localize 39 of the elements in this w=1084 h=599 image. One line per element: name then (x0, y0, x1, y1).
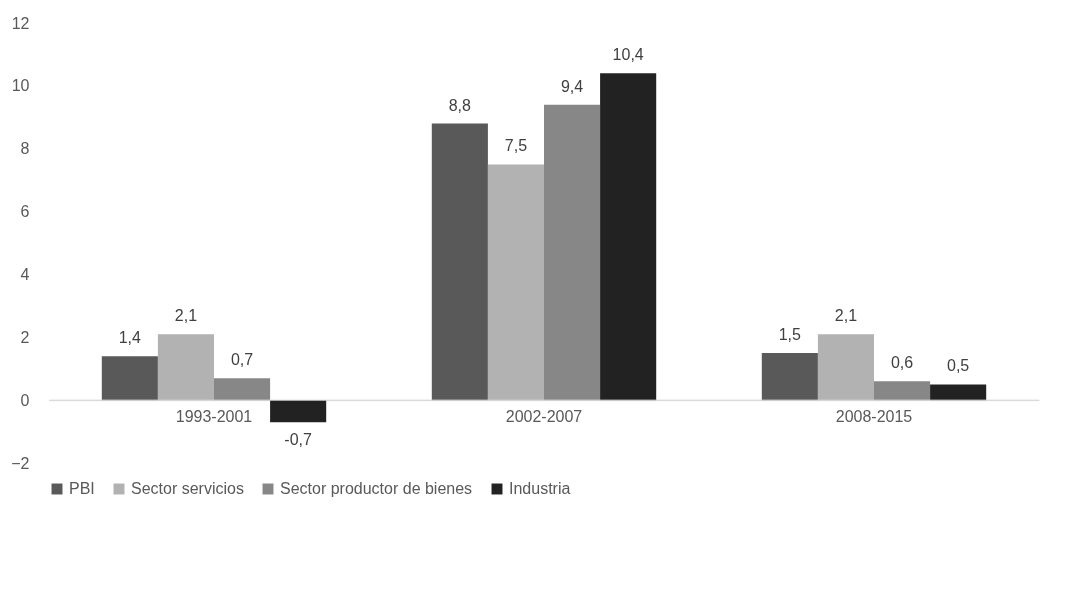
data-label: 9,4 (560, 77, 584, 95)
bar (101, 356, 158, 401)
x-tick-label: 2002-2007 (505, 407, 583, 425)
bar (544, 104, 601, 401)
x-tick-label: 2008-2015 (835, 407, 913, 425)
data-label: 7,5 (504, 137, 528, 155)
bar (874, 381, 931, 401)
bar (431, 123, 488, 401)
data-label: 1,5 (778, 326, 802, 343)
data-label: 0,7 (230, 351, 254, 369)
legend-label: Sector servicios (131, 480, 244, 497)
data-label: 2,1 (174, 307, 198, 325)
x-tick-label: 1993-2001 (175, 407, 253, 425)
bar (930, 384, 987, 401)
legend-label: Sector productor de bienes (280, 480, 473, 497)
data-label: 0,5 (947, 357, 970, 375)
y-tick-label: 4 (20, 265, 30, 283)
bar (817, 334, 874, 401)
y-tick-label: −2 (11, 454, 30, 472)
bar (761, 353, 818, 401)
bar (600, 73, 657, 401)
y-tick-label: 8 (20, 140, 30, 158)
data-label: 8,8 (448, 96, 472, 114)
data-label: -0,7 (284, 431, 313, 449)
data-label: 2,1 (834, 307, 858, 325)
bar (270, 400, 327, 423)
y-tick-label: 0 (20, 391, 30, 409)
bar (487, 164, 544, 401)
y-tick-label: 6 (20, 203, 30, 221)
y-tick-label: 10 (11, 77, 30, 95)
legend-label: PBI (69, 480, 95, 497)
y-tick-label: 12 (11, 14, 30, 32)
data-label: 0,6 (890, 354, 914, 372)
y-tick-label: 2 (20, 328, 30, 346)
data-label: 10,4 (612, 46, 644, 64)
bar (214, 378, 271, 401)
legend-label: Industria (509, 480, 571, 497)
data-label: 1,4 (118, 329, 142, 347)
bar (157, 334, 214, 401)
